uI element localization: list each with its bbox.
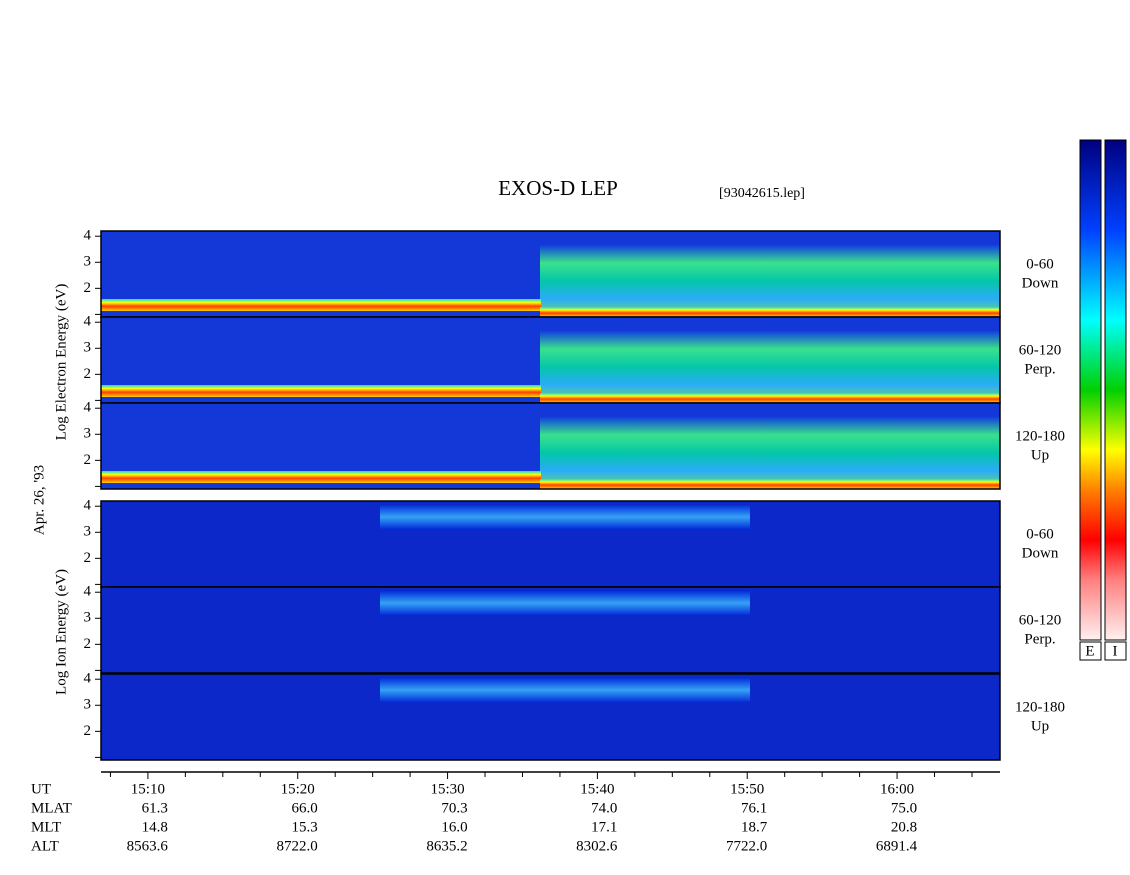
y-tick-label: 2	[84, 452, 92, 468]
ion-axis-label: Log Ion Energy (eV)	[53, 569, 69, 695]
ephemeris-value: 8635.2	[426, 838, 467, 854]
panel-label: 60-120	[1019, 612, 1062, 628]
spectrogram-band	[380, 678, 750, 702]
ephemeris-value: 17.1	[591, 819, 617, 835]
y-tick-label: 4	[84, 314, 92, 330]
y-tick-label: 3	[84, 254, 92, 270]
panel-label: Up	[1031, 718, 1049, 734]
spectrogram-band	[540, 393, 1000, 403]
spectrogram-region	[540, 245, 1000, 317]
colorbar-i	[1104, 139, 1127, 641]
panel-frame	[100, 586, 1001, 674]
panel-label: Down	[1022, 545, 1059, 561]
panel-label: 0-60	[1026, 256, 1054, 272]
ephemeris-value: 66.0	[291, 800, 317, 816]
x-tick-label: 16:00	[880, 781, 914, 797]
y-tick-label: 3	[84, 340, 92, 356]
ephemeris-value: 6891.4	[876, 838, 918, 854]
colorbar-box	[1079, 641, 1102, 661]
spectrogram-band	[101, 299, 541, 311]
y-tick-label: 4	[84, 584, 92, 600]
colorbar-box	[1104, 641, 1127, 661]
ephemeris-value: 75.0	[891, 800, 917, 816]
y-tick-label: 2	[84, 280, 92, 296]
x-tick-label: 15:20	[281, 781, 315, 797]
y-tick-label: 2	[84, 366, 92, 382]
ephemeris-value: 76.1	[741, 800, 767, 816]
y-tick-label: 3	[84, 610, 92, 626]
date-label: Apr. 26, '93	[31, 465, 47, 535]
spectrogram-band	[540, 307, 1000, 317]
spectrogram-region	[540, 417, 1000, 489]
y-tick-label: 4	[84, 228, 92, 244]
colorbar-label: E	[1085, 643, 1094, 659]
ephemeris-value: 14.8	[142, 819, 168, 835]
x-tick-label: 15:30	[430, 781, 464, 797]
panel-label: Up	[1031, 447, 1049, 463]
ephemeris-value: 70.3	[441, 800, 467, 816]
panel-label: Perp.	[1024, 631, 1055, 647]
ephemeris-value: 8563.6	[127, 838, 169, 854]
ephemeris-value: 15.3	[291, 819, 317, 835]
y-tick-label: 3	[84, 697, 92, 713]
ephemeris-row-name: MLT	[31, 819, 61, 835]
ephemeris-row-name: MLAT	[31, 800, 72, 816]
ephemeris-value: 8722.0	[276, 838, 317, 854]
panel-label: Down	[1022, 275, 1059, 291]
ephemeris-value: 7722.0	[726, 838, 767, 854]
spectrogram-band	[380, 591, 750, 615]
panel-label: Perp.	[1024, 361, 1055, 377]
spectrogram-region	[540, 331, 1000, 403]
file-label: [93042615.lep]	[719, 186, 805, 201]
y-tick-label: 2	[84, 550, 92, 566]
y-tick-label: 4	[84, 498, 92, 514]
panel-frame	[100, 402, 1001, 490]
colorbar-label: I	[1113, 643, 1118, 659]
ephemeris-value: 18.7	[741, 819, 768, 835]
spectrogram-band	[101, 471, 541, 483]
y-tick-label: 2	[84, 636, 92, 652]
ephemeris-row-name: ALT	[31, 838, 59, 854]
y-tick-label: 2	[84, 723, 92, 739]
spectrogram-band	[380, 505, 750, 529]
panel-frame	[100, 673, 1001, 761]
ephemeris-value: 16.0	[441, 819, 467, 835]
chart-title: EXOS-D LEP	[498, 176, 618, 200]
electron-axis-label: Log Electron Energy (eV)	[53, 284, 69, 441]
spectrogram-band	[540, 479, 1000, 489]
x-tick-label: 15:50	[730, 781, 764, 797]
y-tick-label: 4	[84, 400, 92, 416]
panel-label: 120-180	[1015, 699, 1065, 715]
x-tick-label: 15:10	[131, 781, 165, 797]
ephemeris-value: 20.8	[891, 819, 917, 835]
ephemeris-row-name: UT	[31, 781, 51, 797]
y-tick-label: 3	[84, 524, 92, 540]
y-tick-label: 4	[84, 671, 92, 687]
panel-label: 0-60	[1026, 526, 1054, 542]
panel-label: 60-120	[1019, 342, 1062, 358]
y-tick-label: 3	[84, 426, 92, 442]
panel-label: 120-180	[1015, 428, 1065, 444]
x-tick-label: 15:40	[580, 781, 614, 797]
ephemeris-value: 61.3	[142, 800, 168, 816]
colorbar-e	[1079, 139, 1102, 641]
spectrogram-band	[101, 385, 541, 397]
ephemeris-value: 8302.6	[576, 838, 618, 854]
ephemeris-value: 74.0	[591, 800, 617, 816]
